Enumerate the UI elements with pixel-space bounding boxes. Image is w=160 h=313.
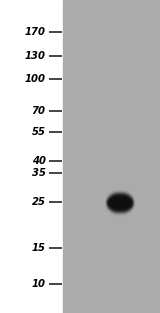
Text: 35: 35 — [32, 167, 46, 177]
Text: 100: 100 — [25, 74, 46, 85]
Text: 170: 170 — [25, 27, 46, 37]
Text: 70: 70 — [32, 106, 46, 116]
Text: 55: 55 — [32, 127, 46, 137]
Bar — [0, 0, 63, 313]
Bar — [63, 0, 160, 313]
Text: 25: 25 — [32, 198, 46, 208]
Text: 10: 10 — [32, 279, 46, 289]
Text: 40: 40 — [32, 156, 46, 166]
Text: 130: 130 — [25, 51, 46, 61]
Text: 15: 15 — [32, 243, 46, 253]
